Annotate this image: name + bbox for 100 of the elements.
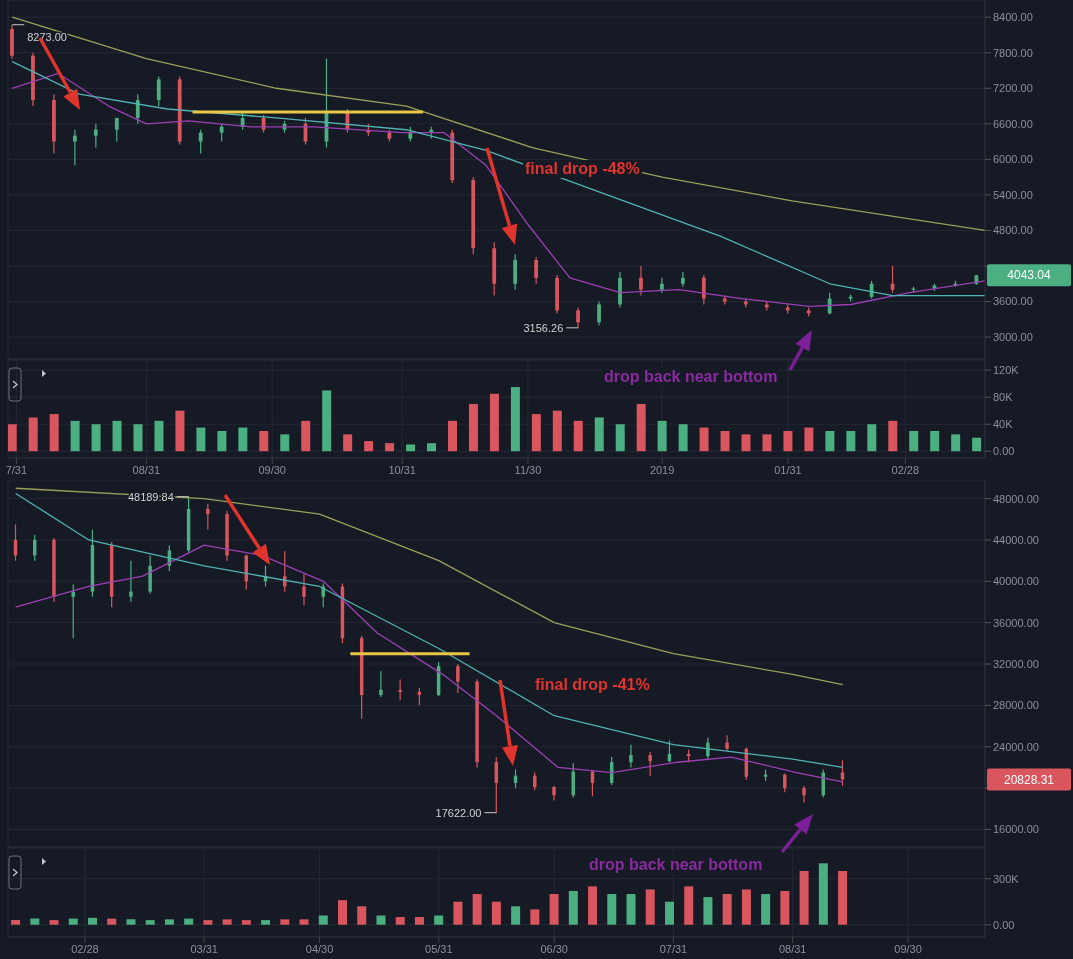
- y-tick-label: 0.00: [993, 918, 1015, 931]
- bar: [607, 894, 617, 925]
- bar: [447, 420, 457, 452]
- bar: [184, 918, 194, 925]
- bar: [468, 403, 478, 452]
- bar: [825, 430, 835, 452]
- bar: [489, 393, 499, 452]
- bar: [703, 897, 713, 925]
- bar: [376, 915, 386, 925]
- bar: [761, 894, 771, 925]
- bar: [491, 901, 501, 925]
- candlestick: [783, 773, 787, 793]
- bar: [762, 434, 772, 452]
- bar: [972, 437, 982, 452]
- bar: [741, 434, 751, 452]
- bar: [511, 906, 521, 925]
- bar: [259, 430, 269, 452]
- candlestick: [398, 678, 402, 701]
- bar: [8, 424, 17, 452]
- bar: [741, 889, 751, 925]
- bar: [846, 430, 856, 452]
- bar: [626, 894, 636, 925]
- bar: [88, 917, 98, 925]
- bar: [357, 906, 367, 925]
- bar: [28, 417, 38, 452]
- y-tick-label: 40K: [993, 418, 1014, 431]
- bar: [406, 444, 416, 452]
- candlestick: [802, 785, 806, 804]
- bar: [720, 430, 730, 452]
- bar: [951, 434, 961, 452]
- bar: [645, 889, 655, 925]
- bar: [427, 443, 437, 452]
- text: 4043.04: [1007, 268, 1052, 283]
- y-tick-label: 3600.00: [993, 295, 1033, 308]
- x-tick-label: 08/31: [132, 463, 161, 476]
- text: 20828.31: [1003, 772, 1055, 787]
- bar: [301, 420, 311, 452]
- bar: [322, 390, 332, 452]
- candlestick: [648, 751, 652, 777]
- candlestick: [379, 670, 383, 698]
- x-tick-label: 09/30: [258, 463, 286, 476]
- bar: [49, 920, 59, 925]
- bar: [196, 427, 206, 452]
- x-tick-label: 02/28: [891, 463, 920, 476]
- bar: [261, 920, 271, 925]
- y-tick-label: 5400.00: [993, 188, 1033, 201]
- x-tick-label: 09/30: [894, 942, 922, 955]
- candlestick: [597, 300, 601, 326]
- candlestick: [456, 663, 460, 694]
- annotation: final drop -41%: [533, 676, 652, 694]
- x-tick-label: 05/31: [425, 942, 453, 955]
- x-tick-label: 03/31: [190, 942, 218, 955]
- y-tick-label: 7200.00: [993, 82, 1033, 95]
- candlestick: [681, 271, 685, 288]
- x-tick-label: 04/30: [305, 942, 334, 955]
- x-tick-label: 10/31: [388, 463, 416, 476]
- y-tick-label: 16000.00: [993, 823, 1039, 836]
- bar: [453, 901, 463, 925]
- bar: [615, 424, 625, 452]
- bar: [217, 430, 227, 452]
- x-tick-label: 02/28: [71, 942, 99, 955]
- bar: [594, 417, 604, 452]
- bar: [636, 403, 646, 452]
- candlestick: [513, 253, 518, 291]
- candlestick: [701, 274, 706, 306]
- y-tick-label: 120K: [993, 364, 1020, 377]
- bar: [804, 427, 814, 452]
- line-series: [11, 16, 985, 232]
- bar: [909, 430, 919, 452]
- candlestick: [629, 744, 633, 768]
- bar: [510, 387, 520, 452]
- bar: [657, 420, 667, 452]
- y-tick-label: 300K: [993, 872, 1020, 885]
- candlestick: [206, 503, 210, 531]
- y-tick-label: 24000.00: [993, 740, 1039, 753]
- x-tick-label: 06/30: [540, 942, 568, 955]
- bar: [30, 918, 40, 925]
- annotation: drop back near bottom: [602, 368, 780, 386]
- bar: [203, 920, 213, 925]
- bar: [573, 420, 583, 452]
- candlestick: [156, 75, 161, 107]
- bar: [280, 434, 290, 452]
- candlestick: [93, 123, 98, 149]
- bar: [531, 414, 541, 452]
- bar: [699, 427, 709, 452]
- bar: [280, 919, 290, 925]
- candlestick: [72, 129, 77, 166]
- bar: [799, 871, 809, 925]
- y-tick-label: 6000.00: [993, 153, 1033, 166]
- annotation: 3156.26: [523, 321, 564, 334]
- bar: [49, 414, 59, 452]
- bar: [238, 427, 248, 452]
- x-tick-label: 2019: [649, 463, 675, 476]
- bar: [414, 917, 424, 925]
- bar: [568, 890, 578, 925]
- candlestick: [302, 573, 306, 606]
- y-tick-label: 36000.00: [993, 616, 1039, 629]
- bar: [783, 430, 793, 452]
- annotation: 17622.00: [435, 806, 482, 819]
- candlestick: [827, 292, 832, 316]
